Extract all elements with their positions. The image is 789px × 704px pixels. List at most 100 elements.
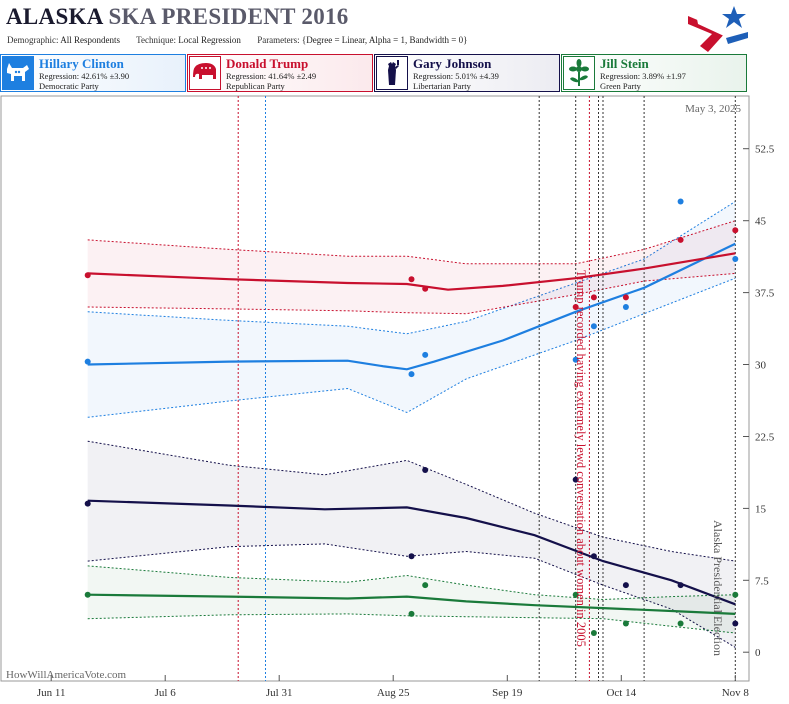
donald-trump-trend-line [87, 252, 736, 291]
y-tick-label: 0 [755, 647, 761, 659]
poll-points [84, 198, 739, 636]
donald-trump-poll-point [408, 276, 415, 283]
x-tick-label: Oct 14 [606, 687, 636, 699]
gary-johnson-poll-point [622, 582, 629, 589]
candidate-name: Donald Trump [226, 56, 309, 71]
technique-label: Technique: [136, 35, 176, 45]
gary-johnson-band [87, 441, 736, 648]
jill-stein-band [87, 565, 736, 633]
site-logo-icon [688, 6, 748, 52]
candidate-regression: Regression: 5.01% ±4.39 [413, 71, 499, 81]
page-title: ALASKA SKA PRESIDENT 2016 [6, 4, 349, 30]
hillary-clinton-poll-point [732, 256, 739, 262]
gary-johnson-poll-point [732, 620, 739, 627]
y-tick-label: 30 [755, 360, 767, 372]
candidate-name: Hillary Clinton [39, 56, 124, 71]
jill-stein-poll-point [422, 582, 429, 589]
jill-stein-poll-point [622, 620, 629, 627]
gary-johnson-poll-point [590, 553, 597, 560]
x-tick-label: Jul 31 [266, 687, 293, 699]
jill-stein-poll-point [732, 591, 739, 598]
election-annotation: Alaska Presidential Election [711, 520, 725, 656]
candidate-regression: Regression: 3.89% ±1.97 [600, 71, 686, 81]
candidate-card-stein: Jill Stein Regression: 3.89% ±1.97 Green… [561, 54, 747, 92]
gary-johnson-upper-bound [87, 440, 736, 562]
hillary-clinton-trend-line [87, 242, 736, 371]
state-name: ALASKA [6, 4, 103, 29]
x-tick-label: Jul 6 [155, 687, 177, 699]
x-tick-label: Sep 19 [492, 687, 523, 699]
event-lines [237, 96, 736, 681]
donald-trump-poll-point [422, 285, 429, 292]
x-axis: Jun 11 Jul 6 Jul 31 Aug 25 Sep 19 Oct 14 Nov 8 [37, 675, 750, 699]
hillary-clinton-poll-point [622, 304, 629, 310]
parameters-label: Parameters: [257, 35, 300, 45]
donkey-icon [2, 56, 34, 90]
gary-johnson-trend-line [87, 499, 736, 606]
gary-johnson-lower-bound [87, 543, 736, 648]
jill-stein-poll-point [84, 591, 91, 598]
donald-trump-lower-bound [87, 272, 736, 315]
candidate-party: Republican Party [226, 81, 285, 91]
demographic-value: All Respondents [60, 35, 120, 45]
candidate-party: Libertarian Party [413, 81, 471, 91]
y-tick-label: 52.5 [755, 144, 775, 156]
watermark: HowWillAmericaVote.com [6, 669, 126, 681]
hillary-clinton-poll-point [572, 356, 579, 363]
hillary-clinton-poll-point [408, 371, 415, 378]
candidate-name: Jill Stein [600, 56, 649, 71]
x-tick-label: Aug 25 [377, 687, 410, 699]
trend-lines [87, 242, 736, 615]
y-tick-label: 15 [755, 503, 767, 515]
candidate-party: Democratic Party [39, 81, 99, 91]
event-annotation: Trump recorded having extremely lewd con… [574, 270, 588, 647]
gary-johnson-poll-point [84, 500, 91, 507]
gary-johnson-poll-point [677, 582, 684, 589]
jill-stein-poll-point [590, 630, 597, 636]
flower-icon [563, 56, 595, 90]
y-tick-label: 37.5 [755, 288, 775, 300]
candidate-card-trump: Donald Trump Regression: 41.64% ±2.49 Re… [187, 54, 373, 92]
liberty-icon [376, 56, 408, 90]
hillary-clinton-poll-point [422, 351, 429, 358]
hillary-clinton-upper-bound [87, 201, 736, 335]
donald-trump-poll-point [84, 272, 91, 279]
x-tick-label: Nov 8 [722, 687, 750, 699]
y-tick-label: 7.5 [755, 575, 769, 587]
parameters-value: {Degree = Linear, Alpha = 1, Bandwidth =… [301, 35, 468, 45]
donald-trump-poll-point [622, 294, 629, 301]
jill-stein-poll-point [572, 591, 579, 598]
regression-chart: 0 7.5 15 22.5 30 37.5 45 52.5 Jun 11 Jul 6 Jul 31… [0, 95, 775, 699]
donald-trump-upper-bound [87, 220, 736, 265]
y-tick-label: 45 [755, 216, 767, 228]
hillary-clinton-poll-point [84, 358, 91, 365]
donald-trump-poll-point [732, 227, 739, 234]
gary-johnson-poll-point [422, 467, 429, 473]
donald-trump-poll-point [677, 236, 684, 243]
jill-stein-trend-line [87, 593, 736, 615]
candidate-card-johnson: Gary Johnson Regression: 5.01% ±4.39 Lib… [374, 54, 560, 92]
y-axis: 0 7.5 15 22.5 30 37.5 45 52.5 [743, 144, 775, 659]
elephant-icon [189, 56, 221, 90]
candidate-regression: Regression: 41.64% ±2.49 [226, 71, 317, 81]
donald-trump-poll-point [590, 294, 597, 301]
hillary-clinton-band [87, 201, 736, 418]
x-tick-label: Jun 11 [37, 687, 66, 699]
candidate-name: Gary Johnson [413, 56, 492, 71]
donald-trump-band [87, 220, 736, 314]
donald-trump-poll-point [572, 304, 579, 310]
parameters-line: Demographic: All Respondents Technique: … [7, 35, 481, 45]
jill-stein-poll-point [677, 620, 684, 627]
demographic-label: Demographic: [7, 35, 59, 45]
y-tick-label: 22.5 [755, 432, 775, 444]
confidence-bands [87, 201, 736, 648]
date-stamp: May 3, 2025 [685, 103, 741, 115]
hillary-clinton-poll-point [677, 198, 684, 205]
gary-johnson-poll-point [408, 553, 415, 560]
race-name: SKA PRESIDENT 2016 [108, 4, 349, 29]
candidate-party: Green Party [600, 81, 641, 91]
jill-stein-lower-bound [87, 613, 736, 634]
hillary-clinton-poll-point [590, 323, 597, 330]
candidate-card-clinton: Hillary Clinton Regression: 42.61% ±3.90… [0, 54, 186, 92]
technique-value: Local Regression [178, 35, 241, 45]
